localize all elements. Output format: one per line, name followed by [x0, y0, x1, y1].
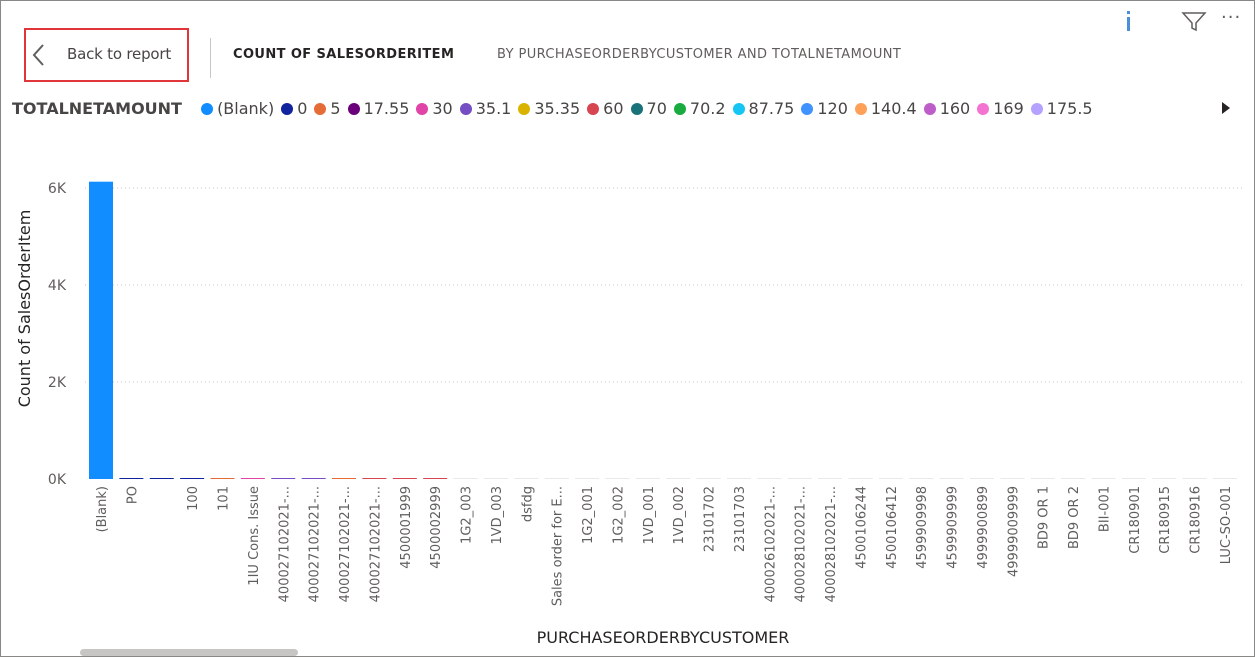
- x-tick-label: 101: [217, 486, 232, 511]
- bar: [1091, 478, 1115, 479]
- y-tick-label: 2K: [48, 375, 67, 391]
- bar: [697, 478, 721, 479]
- bar: [211, 478, 235, 479]
- bar: [1122, 478, 1146, 479]
- x-tick-label: Sales order for E...: [551, 486, 566, 606]
- bar: [119, 478, 143, 479]
- y-tick-label: 6K: [48, 181, 67, 197]
- x-tick-label: CR180901: [1128, 486, 1143, 554]
- bar: [575, 478, 599, 479]
- bar: [940, 478, 964, 479]
- bar: [180, 478, 204, 479]
- bar: [1183, 478, 1207, 479]
- y-tick-label: 4K: [48, 278, 67, 294]
- x-tick-label: BD9 OR 2: [1067, 486, 1082, 549]
- x-tick-label: 1G2_003: [460, 486, 475, 544]
- bar: [848, 478, 872, 479]
- bar: [1031, 478, 1055, 479]
- horizontal-scrollbar[interactable]: [80, 649, 298, 656]
- bar: [454, 478, 478, 479]
- x-tick-label: 23101702: [703, 486, 718, 552]
- bar: [636, 478, 660, 479]
- bar: [666, 478, 690, 479]
- x-tick-label: 1VD_001: [642, 486, 657, 545]
- x-tick-label: 1G2_002: [611, 486, 626, 544]
- bar: [909, 478, 933, 479]
- bar: [879, 478, 903, 479]
- x-tick-label: LUC-SO-001: [1219, 486, 1234, 564]
- bar: [241, 478, 265, 479]
- x-tick-label: 400026102021-...: [763, 486, 778, 602]
- bar: [271, 478, 295, 479]
- x-tick-label: 4500106412: [885, 486, 900, 569]
- x-tick-label: 400028102021-...: [794, 486, 809, 602]
- x-tick-label: 400027102021-...: [368, 486, 383, 602]
- bar: [89, 182, 113, 479]
- x-tick-label: 1G2_001: [581, 486, 596, 544]
- bar: [788, 478, 812, 479]
- x-tick-label: 4999900899: [976, 486, 991, 569]
- bar: [757, 478, 781, 479]
- bar: [970, 478, 994, 479]
- bar: [150, 478, 174, 479]
- x-tick-label: 23101703: [733, 486, 748, 552]
- bar: [1000, 478, 1024, 479]
- bar: [484, 478, 508, 479]
- x-tick-label: 4500002999: [429, 486, 444, 569]
- x-tick-label: CR180915: [1158, 486, 1173, 554]
- x-tick-label: 4500106244: [854, 486, 869, 569]
- bar: [362, 478, 386, 479]
- bar: [332, 478, 356, 479]
- x-tick-label: 4599909998: [915, 486, 930, 569]
- x-tick-label: 400027102021-...: [308, 486, 323, 602]
- y-tick-label: 0K: [48, 472, 67, 488]
- x-tick-label: 400027102021-...: [338, 486, 353, 602]
- bar: [1213, 478, 1237, 479]
- x-tick-label: 4500001999: [399, 486, 414, 569]
- x-tick-label: 1VD_003: [490, 486, 505, 544]
- x-tick-label: CR180916: [1189, 486, 1204, 554]
- x-tick-label: 400027102021-...: [277, 486, 292, 602]
- x-tick-label: (Blank): [95, 486, 110, 532]
- x-tick-label: 100: [186, 486, 201, 511]
- x-tick-label: BII-001: [1097, 486, 1112, 532]
- x-axis-title: PURCHASEORDERBYCUSTOMER: [537, 628, 790, 647]
- bar: [302, 478, 326, 479]
- x-tick-label: BD9 OR 1: [1037, 486, 1052, 549]
- bar: [727, 478, 751, 479]
- x-tick-label: 400028102021-...: [824, 486, 839, 602]
- bar: [605, 478, 629, 479]
- x-tick-label: 49999009999: [1006, 486, 1021, 577]
- bar: [514, 478, 538, 479]
- bar: [1061, 478, 1085, 479]
- bar: [818, 478, 842, 479]
- x-tick-label: dsfdg: [520, 486, 535, 522]
- x-tick-label: 4599909999: [946, 486, 961, 569]
- x-tick-label: PO: [125, 486, 140, 504]
- x-tick-label: 1IU Cons. Issue: [247, 486, 262, 586]
- bar: [393, 478, 417, 479]
- bar: [423, 478, 447, 479]
- x-tick-label: 1VD_002: [672, 486, 687, 545]
- bar: [1152, 478, 1176, 479]
- y-axis-title: Count of SalesOrderItem: [15, 210, 34, 408]
- bar: [545, 478, 569, 479]
